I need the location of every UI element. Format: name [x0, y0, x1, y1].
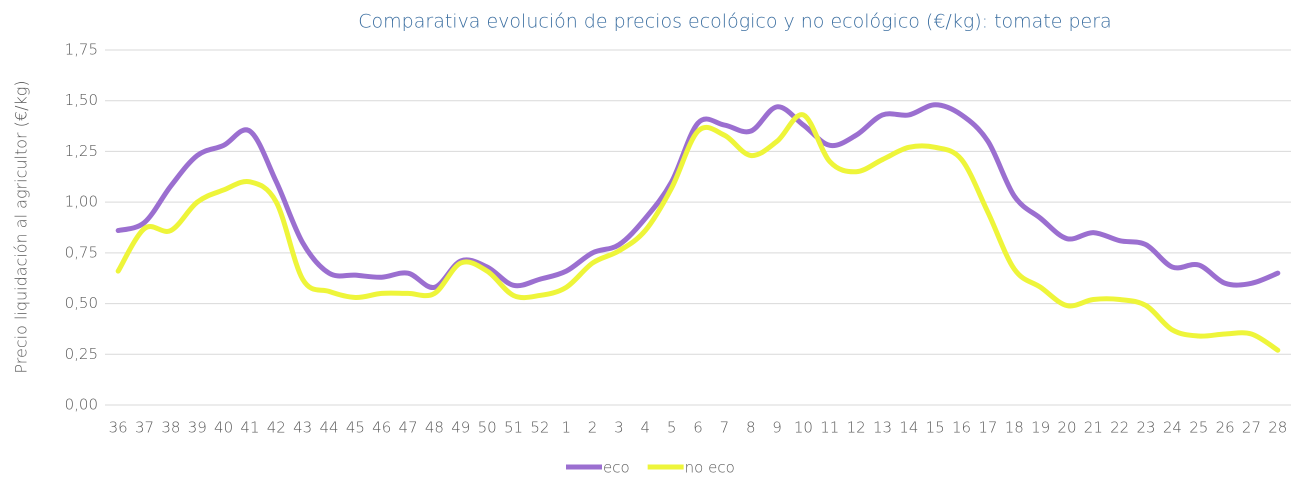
x-tick-label: 28 [1268, 419, 1287, 437]
y-tick-label: 0,75 [65, 243, 98, 261]
x-tick-label: 2 [588, 419, 598, 437]
x-tick-label: 3 [614, 419, 624, 437]
x-tick-label: 10 [794, 419, 813, 437]
x-tick-label: 18 [1005, 419, 1024, 437]
y-axis-label: Precio liquidación al agricultor (€/kg) [12, 80, 31, 373]
x-tick-label: 9 [772, 419, 782, 437]
x-tick-label: 16 [952, 419, 971, 437]
y-tick-label: 1,50 [65, 91, 98, 109]
x-tick-label: 40 [214, 419, 233, 437]
x-tick-label: 4 [641, 419, 651, 437]
x-tick-label: 15 [926, 419, 945, 437]
series-line [115, 102, 1281, 290]
x-tick-label: 13 [873, 419, 892, 437]
y-tick-label: 1,75 [65, 41, 98, 59]
x-tick-label: 24 [1163, 419, 1182, 437]
x-tick-label: 14 [899, 419, 918, 437]
y-tick-label: 0,00 [65, 396, 98, 414]
x-tick-label: 17 [978, 419, 997, 437]
y-tick-label: 1,25 [65, 142, 98, 160]
x-tick-label: 51 [504, 419, 523, 437]
x-tick-label: 39 [188, 419, 207, 437]
series-line [115, 112, 1281, 353]
x-tick-label: 1 [561, 419, 571, 437]
x-tick-label: 20 [1057, 419, 1076, 437]
x-tick-label: 5 [667, 419, 677, 437]
x-tick-label: 42 [267, 419, 286, 437]
y-tick-label: 1,00 [65, 193, 98, 211]
x-tick-label: 50 [478, 419, 497, 437]
x-tick-label: 36 [109, 419, 128, 437]
x-tick-label: 25 [1189, 419, 1208, 437]
x-tick-label: 23 [1136, 419, 1155, 437]
x-tick-label: 6 [693, 419, 703, 437]
x-tick-label: 46 [372, 419, 391, 437]
x-tick-label: 43 [293, 419, 312, 437]
x-tick-label: 26 [1216, 419, 1235, 437]
chart-title: Comparativa evolución de precios ecológi… [358, 11, 1111, 33]
x-tick-label: 44 [319, 419, 338, 437]
x-tick-label: 27 [1242, 419, 1261, 437]
x-tick-label: 38 [161, 419, 180, 437]
x-tick-label: 19 [1031, 419, 1050, 437]
x-tick-label: 11 [820, 419, 839, 437]
legend-label: no eco [685, 459, 735, 477]
x-tick-label: 49 [451, 419, 470, 437]
x-tick-label: 52 [530, 419, 549, 437]
y-tick-label: 0,25 [65, 345, 98, 363]
x-tick-label: 48 [425, 419, 444, 437]
x-tick-label: 45 [346, 419, 365, 437]
x-tick-label: 8 [746, 419, 756, 437]
x-tick-label: 47 [399, 419, 418, 437]
x-tick-label: 22 [1110, 419, 1129, 437]
y-tick-label: 0,50 [65, 294, 98, 312]
x-tick-label: 41 [240, 419, 259, 437]
legend-label: eco [603, 459, 630, 477]
x-tick-label: 37 [135, 419, 154, 437]
x-tick-label: 21 [1084, 419, 1103, 437]
x-tick-label: 7 [720, 419, 730, 437]
x-tick-label: 12 [847, 419, 866, 437]
